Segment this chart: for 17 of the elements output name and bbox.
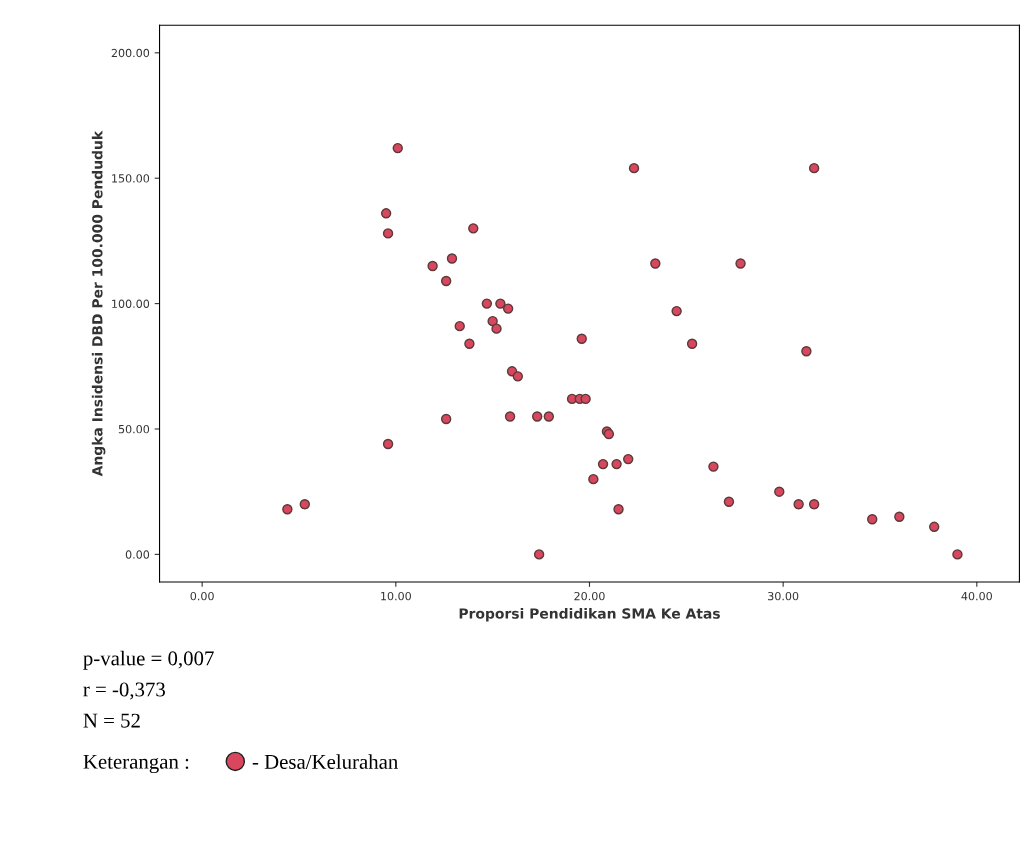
y-tick-label: 150.00 xyxy=(112,174,150,183)
x-tick-label: 30.00 xyxy=(768,591,799,601)
y-tick-label: 50.00 xyxy=(118,424,150,434)
text: p-value = 0,007 xyxy=(83,650,214,670)
y-tick-label: 200.00 xyxy=(111,48,150,58)
x-tick-label: 20.00 xyxy=(574,591,605,601)
legend-label: - Desa/Kelurahan xyxy=(252,754,398,769)
y-axis-title: Angka Insidensi DBD Per 100.000 Penduduk xyxy=(91,130,106,477)
y-tick-label: 0.00 xyxy=(125,550,150,559)
y-tick-label: 100.00 xyxy=(112,299,150,308)
x-tick-label: 0.00 xyxy=(190,591,214,601)
x-tick-label: 40.00 xyxy=(961,591,992,601)
legend-title: Keterangan : xyxy=(83,754,189,774)
text: r = -0,373 xyxy=(83,682,165,700)
x-axis-title: Proporsi Pendidikan SMA Ke Atas xyxy=(459,608,720,622)
text: N = 52 xyxy=(83,713,140,728)
x-tick-label: 10.00 xyxy=(381,591,411,601)
